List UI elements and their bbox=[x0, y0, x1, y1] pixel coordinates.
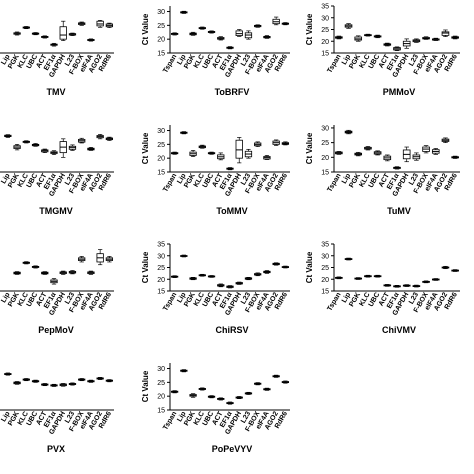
panel-title: ChiVMV bbox=[382, 325, 416, 335]
y-tick-label: 25 bbox=[321, 265, 329, 272]
box-iqr bbox=[59, 26, 67, 40]
panel-title: PepMoV bbox=[38, 325, 74, 335]
y-tick-label: 15 bbox=[157, 170, 165, 177]
y-tick-label: 20 bbox=[321, 39, 329, 46]
y-tick-label: 20 bbox=[321, 277, 329, 284]
y-tick-label: 35 bbox=[157, 242, 165, 249]
x-tick-label: Lip bbox=[176, 411, 187, 424]
y-tick-label: 15 bbox=[157, 408, 165, 415]
y-tick-label: 25 bbox=[157, 380, 165, 387]
y-tick-label: 20 bbox=[157, 277, 165, 284]
y-tick-label: 25 bbox=[157, 265, 165, 272]
y-tick-label: 20 bbox=[321, 155, 329, 162]
y-tick-label: 30 bbox=[321, 253, 329, 260]
y-tick-label: 20 bbox=[157, 156, 165, 163]
y-axis-label: Ct Value bbox=[141, 370, 150, 402]
x-tick-label: Lip bbox=[341, 292, 352, 305]
x-tick-label: Lip bbox=[176, 292, 187, 305]
box-iqr bbox=[235, 139, 243, 159]
y-tick-label: 30 bbox=[157, 128, 165, 135]
chart-panel: LipPGKKLCUBCACTEF1αGAPDHL23F-BOXeIF4AAGO… bbox=[0, 134, 114, 216]
x-tick-label: Lip bbox=[341, 54, 352, 67]
x-tick-label: Lip bbox=[341, 173, 352, 186]
y-tick-label: 20 bbox=[157, 37, 165, 44]
y-tick-label: 15 bbox=[321, 289, 329, 296]
panel-title: PMMoV bbox=[383, 87, 416, 97]
panel-title: ToBRFV bbox=[215, 87, 250, 97]
y-tick-label: 30 bbox=[321, 15, 329, 22]
y-tick-label: 35 bbox=[321, 242, 329, 249]
panel-title: TMV bbox=[47, 87, 66, 97]
y-tick-label: 30 bbox=[157, 253, 165, 260]
y-axis-label: Ct Value bbox=[305, 13, 314, 45]
y-tick-label: 30 bbox=[157, 366, 165, 373]
panel-title: TMGMV bbox=[39, 206, 73, 216]
box-iqr bbox=[441, 31, 450, 36]
panel-title: ChiRSV bbox=[215, 325, 248, 335]
chart-panel: LipPGKKLCUBCACTEF1αGAPDHL23F-BOXeIF4AAGO… bbox=[0, 372, 114, 454]
y-tick-label: 15 bbox=[157, 51, 165, 58]
y-tick-label: 20 bbox=[157, 394, 165, 401]
y-tick-label: 30 bbox=[321, 125, 329, 132]
y-tick-label: 15 bbox=[157, 289, 165, 296]
panel-title: ToMMV bbox=[216, 206, 247, 216]
x-tick-label: Lip bbox=[0, 411, 11, 424]
y-axis-label: Ct Value bbox=[305, 132, 314, 164]
y-axis-label: Ct Value bbox=[141, 132, 150, 164]
y-axis-label: Ct Value bbox=[141, 251, 150, 283]
panel-title: TuMV bbox=[387, 206, 411, 216]
panel-title: PVX bbox=[47, 444, 65, 454]
y-tick-label: 25 bbox=[321, 27, 329, 34]
y-tick-label: 25 bbox=[157, 142, 165, 149]
y-tick-label: 15 bbox=[321, 170, 329, 177]
y-tick-label: 15 bbox=[321, 51, 329, 58]
panel-title: PoPeVYV bbox=[212, 444, 253, 454]
x-tick-label: Lip bbox=[0, 292, 11, 305]
x-tick-label: Lip bbox=[176, 54, 187, 67]
y-tick-label: 25 bbox=[321, 140, 329, 147]
y-tick-label: 35 bbox=[321, 4, 329, 11]
y-axis-label: Ct Value bbox=[305, 251, 314, 283]
y-axis-label: Ct Value bbox=[141, 13, 150, 45]
chart-panel: LipPGKKLCUBCACTEF1αGAPDHL23F-BOXeIF4AAGO… bbox=[0, 20, 114, 97]
y-tick-label: 30 bbox=[157, 9, 165, 16]
x-tick-label: Lip bbox=[0, 173, 11, 186]
x-tick-label: Lip bbox=[176, 173, 187, 186]
chart-panel: LipPGKKLCUBCACTEF1αGAPDHL23F-BOXeIF4AAGO… bbox=[0, 249, 114, 335]
x-tick-label: Lip bbox=[0, 54, 11, 67]
y-tick-label: 25 bbox=[157, 23, 165, 30]
